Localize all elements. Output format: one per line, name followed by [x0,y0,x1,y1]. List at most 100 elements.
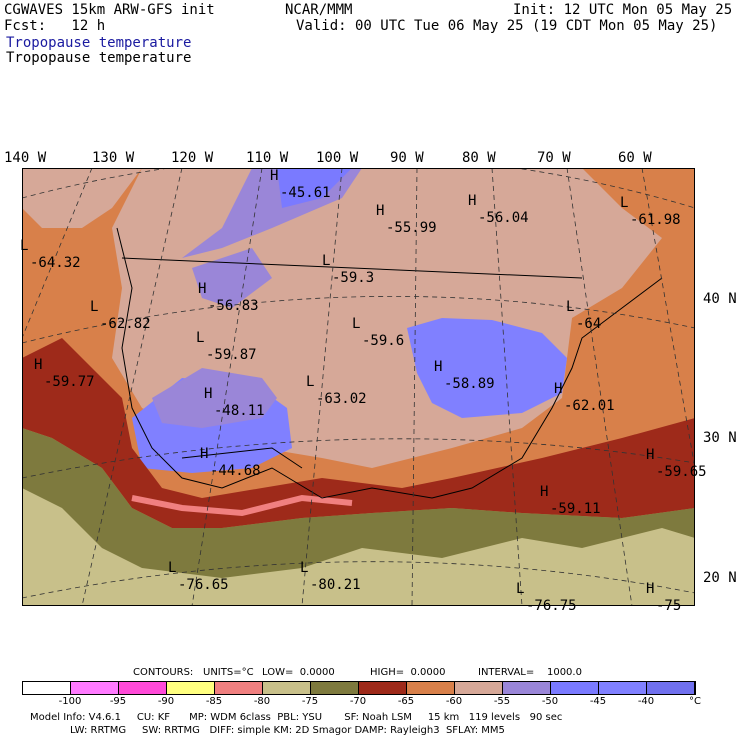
extremum-value: -76.75 [526,598,577,614]
init-time: Init: 12 UTC Mon 05 May 25 [513,2,733,18]
scale-tick-label: -45 [589,696,607,707]
color-swatch [167,682,215,694]
extremum-value: -45.61 [280,185,331,201]
extremum-value: -55.99 [386,220,437,236]
scale-tick-label: -40 [637,696,655,707]
low-marker: L [516,581,525,597]
color-swatch [455,682,503,694]
extremum-value: -64.32 [30,255,81,271]
model-info-line1: Model Info: V4.6.1 CU: KF MP: WDM 6class… [30,712,563,723]
color-swatch [71,682,119,694]
lon-label: 70 W [537,150,571,166]
scale-tick-label: -90 [157,696,175,707]
scale-tick-label: -65 [397,696,415,707]
graticule-line [301,168,343,606]
high-marker: H [554,381,563,397]
graticule-line [491,168,523,606]
low-marker: L [20,238,29,254]
scale-tick-label: -75 [301,696,319,707]
tropopause-temperature-map [22,168,695,606]
scale-unit: °C [689,696,701,707]
high-marker: H [646,581,655,597]
units-label: UNITS=°C [203,667,254,678]
high-marker: H [540,484,549,500]
lon-label: 110 W [246,150,289,166]
extremum-value: -58.89 [444,376,495,392]
low-marker: L [306,374,315,390]
high-label: HIGH= 0.0000 [370,667,446,678]
scale-tick-label: -60 [445,696,463,707]
scale-tick-label: -100 [58,696,82,707]
map-frame [22,168,695,606]
coastline [116,227,663,499]
lon-label: 130 W [92,150,135,166]
color-scale-bar [22,681,696,695]
extremum-value: -62.01 [564,398,615,414]
field-title-blue: Tropopause temperature [6,35,192,51]
color-swatch [407,682,455,694]
blue-patch-ohio-valley [407,318,567,418]
graticule-line [411,168,418,606]
low-marker: L [566,299,575,315]
graticule-line [22,168,93,339]
salmon-region-nw [22,168,142,228]
pink-line [131,494,353,517]
graticule-line [191,168,263,606]
extremum-value: -56.83 [208,298,259,314]
low-marker: L [352,316,361,332]
high-marker: H [204,386,213,402]
high-marker: H [200,446,209,462]
graticule-line [22,295,695,344]
color-swatch [647,682,695,694]
extremum-value: -59.77 [44,374,95,390]
color-swatch [503,682,551,694]
lat-label: 20 N [703,570,737,586]
lon-label: 60 W [618,150,652,166]
extremum-value: -61.98 [630,212,681,228]
scale-tick-label: -55 [493,696,511,707]
low-marker: L [620,195,629,211]
lon-label: 100 W [316,150,359,166]
extremum-value: -80.21 [310,577,361,593]
valid-time: Valid: 00 UTC Tue 06 May 25 (19 CDT Mon … [296,18,718,34]
color-swatch [23,682,71,694]
extremum-value: -59.11 [550,501,601,517]
extremum-value: -59.6 [362,333,405,349]
org-label: NCAR/MMM [285,2,353,18]
low-marker: L [90,299,99,315]
blue-patch-north [277,168,352,208]
model-info-line2: LW: RRTMG SW: RRTMG DIFF: simple KM: 2D … [70,725,505,736]
lat-label: 30 N [703,430,737,446]
color-swatch [119,682,167,694]
extremum-value: -59.65 [656,464,707,480]
high-marker: H [646,447,655,463]
low-marker: L [168,560,177,576]
graticule-line [81,168,183,606]
extremum-value: -48.11 [214,403,265,419]
color-swatch [551,682,599,694]
model-title: CGWAVES 15km ARW-GFS init [4,2,215,18]
extremum-value: -63.02 [316,391,367,407]
color-swatch [359,682,407,694]
scale-tick-label: -80 [253,696,271,707]
mexico-border [181,447,303,469]
field-title: Tropopause temperature [6,50,192,66]
color-swatch [215,682,263,694]
purple-band-rockies [192,248,272,308]
dark-red-band [22,338,695,528]
lon-label: 80 W [462,150,496,166]
scale-tick-label: -70 [349,696,367,707]
extremum-value: -59.3 [332,270,375,286]
lon-label: 140 W [4,150,47,166]
high-marker: H [34,357,43,373]
low-marker: L [322,253,331,269]
lon-label: 120 W [171,150,214,166]
graticule-line [641,168,695,469]
extremum-value: -44.68 [210,463,261,479]
scale-tick-label: -85 [205,696,223,707]
graticule-line [566,168,633,606]
low-marker: L [196,330,205,346]
forecast-hour: Fcst: 12 h [4,18,106,34]
tan-region [22,488,695,606]
scale-tick-label: -95 [109,696,127,707]
